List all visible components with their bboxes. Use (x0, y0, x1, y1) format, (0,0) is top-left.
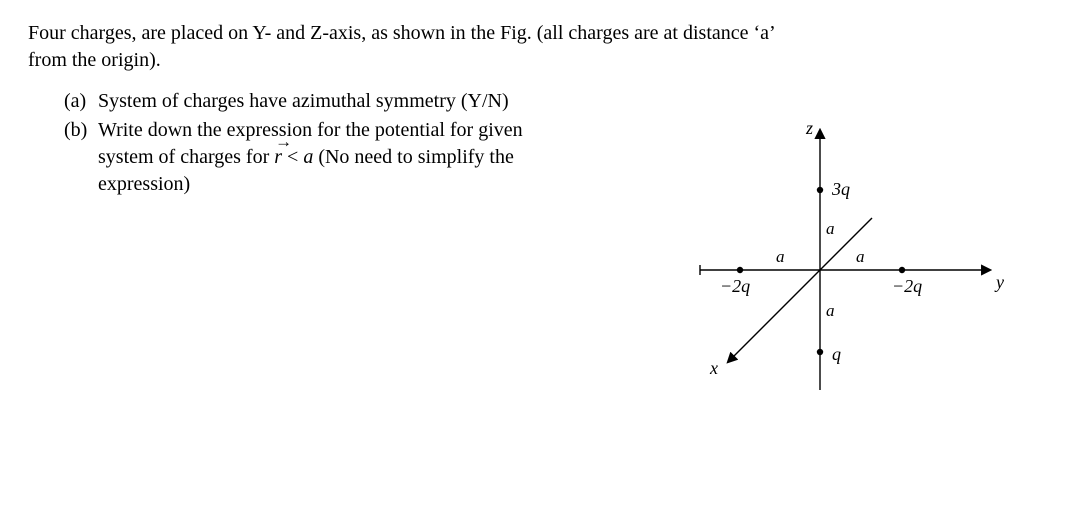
vector-r-arrow: → (275, 131, 292, 154)
statement-line-1: Four charges, are placed on Y- and Z-axi… (28, 22, 776, 44)
subpart-b-label: (b) (64, 117, 98, 144)
charge-neg2q-left-label: −2q (720, 276, 750, 296)
charge-3q-label: 3q (831, 179, 850, 199)
charge-diagram: z y x 3q q −2q −2q a a a a (610, 100, 1030, 420)
diagram-svg: z y x 3q q −2q −2q a a a a (610, 100, 1030, 420)
subpart-a-text: System of charges have azimuthal symmetr… (98, 88, 509, 115)
statement-line-2: from the origin). (28, 49, 161, 71)
charge-neg2q-left-point (737, 267, 743, 273)
charge-q-point (817, 349, 823, 355)
subpart-b-text: Write down the expression for the potent… (98, 117, 523, 198)
charge-q-label: q (832, 344, 841, 364)
z-axis-label: z (805, 118, 813, 138)
dist-a-ypos: a (856, 247, 865, 266)
charge-neg2q-right-point (899, 267, 905, 273)
dist-a-zneg: a (826, 301, 835, 320)
b-line2-pre: system of charges for (98, 146, 274, 168)
b-a-var: a (303, 146, 313, 168)
y-axis-label: y (994, 272, 1004, 292)
dist-a-zpos: a (826, 219, 835, 238)
b-line2-post: (No need to simplify the (318, 146, 514, 168)
problem-statement: Four charges, are placed on Y- and Z-axi… (28, 20, 968, 74)
vector-r: r → (274, 144, 282, 171)
dist-a-yneg: a (776, 247, 785, 266)
x-axis-label: x (709, 358, 718, 378)
b-line2: system of charges for r → < a (No need t… (98, 146, 514, 168)
b-line1: Write down the expression for the potent… (98, 119, 523, 141)
charge-3q-point (817, 187, 823, 193)
subpart-a-label: (a) (64, 88, 98, 115)
b-line3: expression) (98, 173, 190, 195)
charge-neg2q-right-label: −2q (892, 276, 922, 296)
